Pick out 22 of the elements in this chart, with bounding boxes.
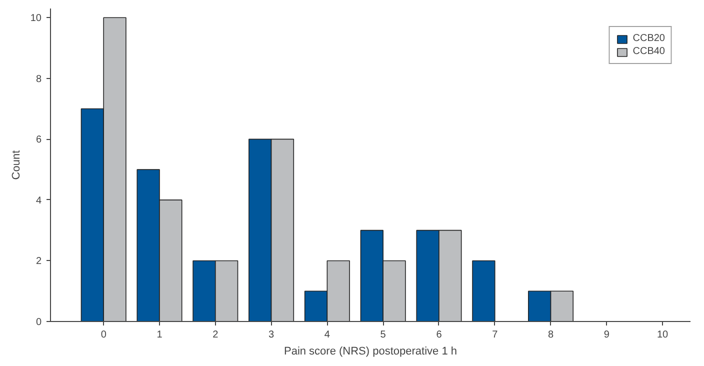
x-tick-label: 0 [100,330,107,340]
y-tick-label: 0 [36,317,42,328]
x-tick-label: 3 [268,330,275,340]
y-tick-label: 4 [36,195,42,206]
y-axis-title: Count [10,150,22,180]
x-tick-label: 10 [656,330,669,340]
x-tick-label: 7 [492,330,498,340]
x-tick-label: 5 [380,330,386,340]
y-tick-label: 8 [36,74,42,85]
x-tick-label: 1 [156,330,163,340]
legend-label: CCB20 [632,33,665,44]
x-tick-label: 8 [548,330,554,340]
y-tick-label: 10 [30,13,42,24]
x-tick-label: 2 [212,330,219,340]
y-tick-label: 6 [36,134,42,146]
x-tick-label: 4 [324,330,330,340]
x-tick-label: 6 [436,330,442,340]
y-tick-label: 2 [36,256,42,268]
x-axis-title: Pain score (NRS) postoperative 1 h [284,346,458,358]
bar [472,260,496,322]
legend-label: CCB40 [632,46,665,57]
x-tick-label: 9 [604,330,610,340]
